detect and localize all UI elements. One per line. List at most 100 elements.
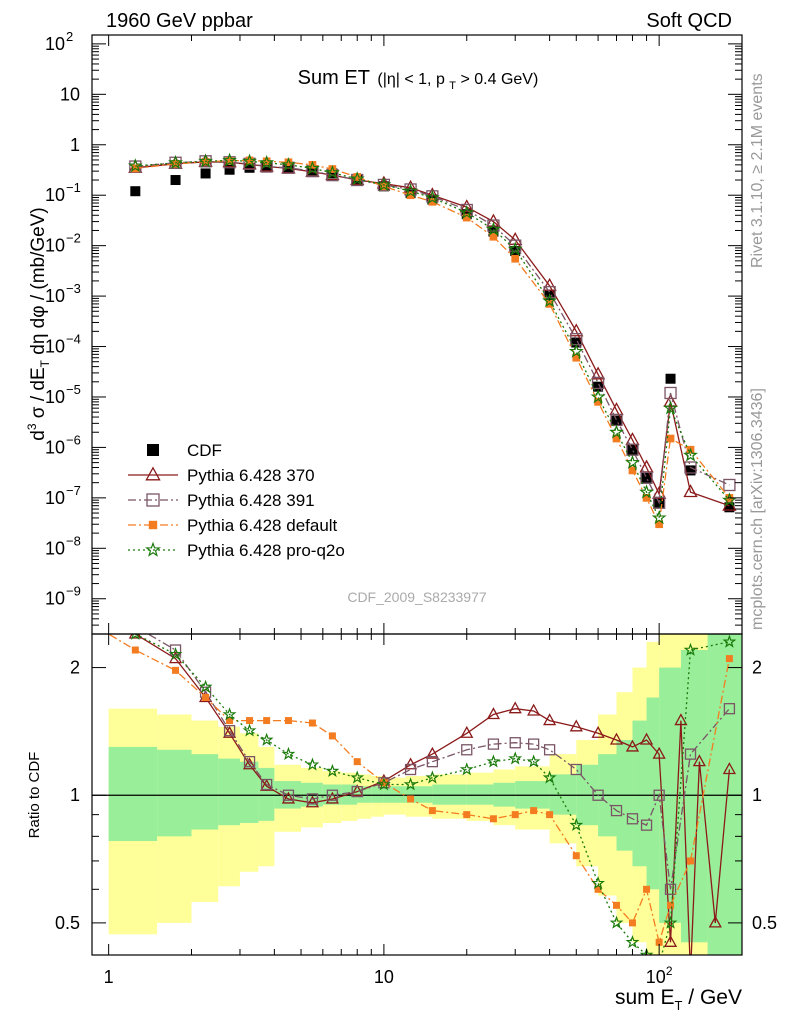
- data-point: [380, 779, 388, 787]
- data-point: [325, 791, 339, 804]
- data-point: [527, 738, 540, 750]
- data-point: [723, 478, 736, 492]
- data-point: [128, 634, 142, 639]
- data-point: [724, 502, 735, 513]
- ratio-series-2: [107, 634, 733, 946]
- data-point: [609, 915, 624, 929]
- data-point: [131, 634, 140, 640]
- data-point: [723, 703, 736, 715]
- data-point: [613, 901, 621, 909]
- data-point: [685, 465, 696, 476]
- data-point: [568, 343, 584, 358]
- y-tick-label: 10: [45, 34, 65, 54]
- data-point: [459, 204, 475, 220]
- main-y-axis-label: d3 σ / dET dη dφ / (mb/GeV): [25, 207, 52, 440]
- data-point: [351, 785, 363, 798]
- ratio-y-tick-label: 1: [70, 785, 80, 805]
- legend-item: Pythia 6.428 370: [128, 466, 315, 485]
- data-point: [655, 520, 663, 529]
- x-tick-exp: 2: [666, 964, 673, 978]
- data-point: [222, 725, 237, 738]
- ratio-y-tick-label-right: 0.5: [752, 913, 777, 933]
- data-point: [284, 717, 292, 725]
- data-point: [198, 679, 213, 693]
- data-point: [462, 213, 471, 222]
- x-tick-label: 10: [374, 967, 394, 987]
- data-point: [592, 789, 604, 801]
- data-point: [507, 241, 523, 256]
- data-point: [530, 807, 538, 815]
- data-point: [376, 777, 391, 791]
- data-point: [594, 885, 602, 893]
- legend-item: Pythia 6.428 391: [128, 491, 315, 510]
- data-point: [327, 168, 338, 179]
- data-point: [543, 713, 557, 726]
- legend-label: Pythia 6.428 default: [187, 516, 338, 535]
- y-tick-exp: −3: [66, 281, 81, 296]
- data-point: [725, 655, 733, 663]
- data-point: [168, 646, 183, 661]
- data-point: [460, 725, 474, 738]
- data-point: [651, 510, 667, 525]
- header-right: Soft QCD: [646, 10, 732, 32]
- data-point: [127, 158, 143, 173]
- data-point: [487, 219, 500, 232]
- data-point: [243, 756, 256, 768]
- band-inner: [383, 786, 406, 803]
- data-point: [666, 434, 675, 443]
- data-point: [674, 713, 688, 726]
- band-inner: [108, 746, 158, 841]
- data-point: [403, 757, 418, 770]
- title-main: Sum ET: [298, 67, 370, 89]
- data-point: [262, 157, 271, 166]
- ratio-y-tick-label: 0.5: [55, 913, 80, 933]
- data-point: [304, 160, 320, 175]
- data-point: [489, 232, 498, 241]
- data-point: [244, 162, 255, 173]
- data-point: [591, 725, 605, 738]
- data-point: [168, 154, 183, 170]
- band-inner: [646, 697, 660, 890]
- data-point: [570, 763, 582, 776]
- data-point: [685, 967, 696, 977]
- data-point: [353, 173, 362, 181]
- data-point: [350, 770, 365, 784]
- data-point: [642, 494, 651, 502]
- data-point: [305, 795, 320, 808]
- series-line: [135, 159, 730, 521]
- data-point: [684, 461, 697, 474]
- data-point: [260, 778, 273, 791]
- data-point: [328, 165, 337, 173]
- data-point: [426, 756, 439, 768]
- legend-label: Pythia 6.428 391: [187, 491, 315, 510]
- data-point: [663, 393, 678, 407]
- y-tick-label: 10: [45, 538, 65, 558]
- data-point: [625, 454, 640, 469]
- data-point: [376, 177, 392, 192]
- data-point: [591, 875, 605, 890]
- data-point: [626, 813, 639, 825]
- data-point: [403, 777, 418, 791]
- y-tick-label: 10: [45, 488, 65, 508]
- data-point: [463, 811, 471, 819]
- header-left: 1960 GeV ppbar: [106, 10, 253, 32]
- data-point: [546, 811, 554, 819]
- ratio-y-tick-label-right: 2: [752, 658, 762, 678]
- data-point: [130, 186, 141, 197]
- data-point: [223, 156, 236, 169]
- data-point: [489, 815, 497, 823]
- data-point: [284, 158, 293, 167]
- data-point: [639, 732, 654, 745]
- data-point: [225, 156, 234, 165]
- data-point: [461, 744, 473, 756]
- data-point: [171, 159, 180, 168]
- data-point: [665, 373, 676, 384]
- legend-label: CDF: [187, 441, 222, 460]
- data-point: [641, 472, 652, 483]
- data-point: [652, 496, 666, 509]
- title-sub: T: [449, 80, 456, 92]
- data-point: [200, 168, 211, 179]
- data-point: [259, 154, 275, 170]
- data-point: [223, 725, 236, 737]
- y-tick-exp: 2: [66, 29, 73, 44]
